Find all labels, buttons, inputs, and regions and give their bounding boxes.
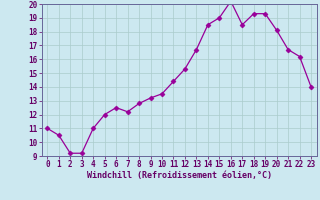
X-axis label: Windchill (Refroidissement éolien,°C): Windchill (Refroidissement éolien,°C) xyxy=(87,171,272,180)
